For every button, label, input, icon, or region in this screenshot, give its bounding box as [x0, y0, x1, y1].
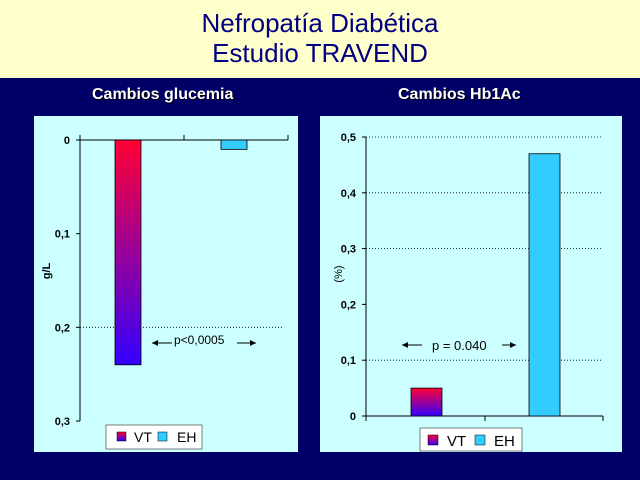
right-bar-vt: [410, 387, 443, 417]
right-annotation: p = 0.040: [432, 338, 487, 353]
left-legend-eh-swatch: [157, 431, 168, 442]
slide-title: Nefropatía Diabética: [201, 8, 439, 38]
left-y-tick-label: 0,2: [55, 322, 70, 334]
left-chart-title: Cambios glucemia: [92, 86, 234, 103]
left-legend-vt-swatch: [116, 431, 127, 442]
left-y-axis-label: g/L: [41, 262, 53, 279]
right-chart-title: Cambios Hb1Ac: [398, 86, 521, 103]
right-annotation-arrowhead-left: [402, 342, 408, 348]
left-chart: 0 0,1 0,2 0,3 g/L p<0,0005 VT EH: [41, 135, 289, 450]
left-annotation: p<0,0005: [174, 333, 225, 347]
left-annotation-arrowhead-left: [152, 340, 158, 346]
left-legend: VT EH: [105, 424, 203, 450]
right-legend-eh-swatch: [474, 434, 486, 446]
right-y-tick-label: 0,1: [341, 355, 356, 367]
title-band: Nefropatía Diabética Estudio TRAVEND: [0, 0, 640, 78]
left-y-tick-label: 0: [64, 135, 70, 147]
right-legend: VT EH: [419, 427, 523, 452]
right-legend-vt-label: VT: [447, 433, 466, 450]
right-chart: 0 0,1 0,2 0,3 0,4 0,5 (%) p = 0.040 VT EH: [333, 132, 604, 452]
right-legend-eh-label: EH: [494, 433, 515, 450]
left-chart-panel: 0 0,1 0,2 0,3 g/L p<0,0005 VT EH: [34, 116, 298, 452]
right-bar-eh: [528, 153, 561, 417]
left-annotation-arrowhead-right: [250, 340, 256, 346]
left-legend-eh-label: EH: [177, 429, 196, 445]
slide-subtitle: Estudio TRAVEND: [212, 38, 428, 68]
right-y-tick-label: 0: [350, 411, 356, 423]
right-y-tick-label: 0,5: [341, 132, 356, 144]
right-chart-panel: 0 0,1 0,2 0,3 0,4 0,5 (%) p = 0.040 VT EH: [320, 116, 622, 452]
left-bar-vt: [114, 139, 142, 366]
left-y-tick-label: 0,1: [55, 229, 70, 241]
left-y-tick-label: 0,3: [55, 416, 70, 428]
right-y-tick-label: 0,4: [341, 188, 357, 200]
right-y-tick-label: 0,3: [341, 244, 356, 256]
right-y-axis-label: (%): [333, 265, 345, 282]
right-annotation-arrowhead-right: [510, 342, 516, 348]
right-legend-box: [419, 427, 523, 452]
left-bar-eh: [220, 139, 248, 150]
left-legend-vt-label: VT: [134, 429, 152, 445]
right-legend-vt-swatch: [427, 434, 439, 446]
right-y-tick-label: 0,2: [341, 299, 356, 311]
